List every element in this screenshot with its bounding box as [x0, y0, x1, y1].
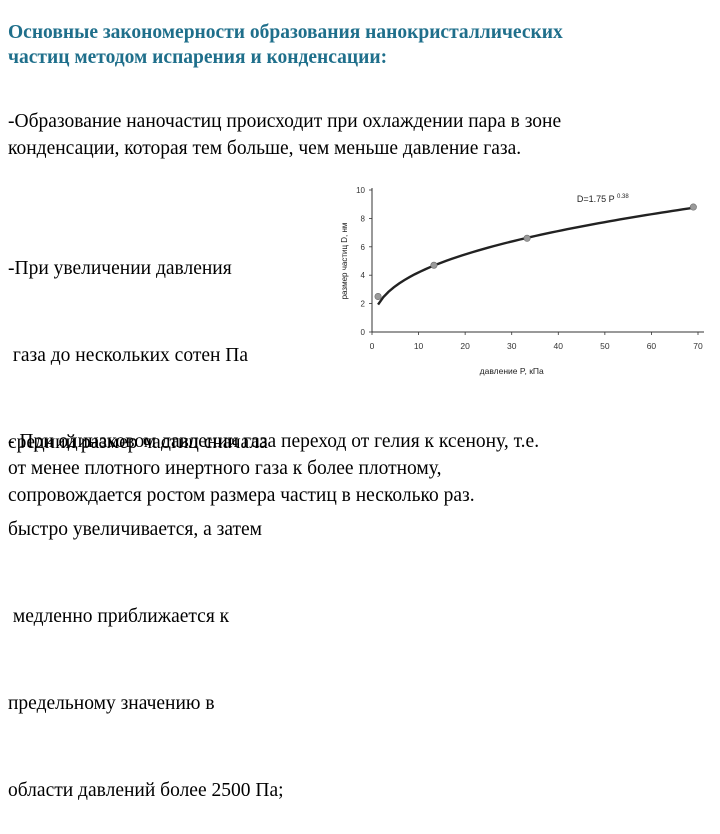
paragraph-2-line-3: средний размер частиц сначала [8, 432, 268, 453]
data-point [430, 261, 438, 269]
y-tick-label: 4 [361, 271, 366, 280]
x-tick-label: 70 [693, 341, 703, 351]
paragraph-2-line-1: -При увеличении давления [8, 258, 232, 279]
y-axis-ticks: 0 2 4 6 8 10 [356, 186, 372, 337]
paragraph-2-line-5: медленно приближается к [8, 606, 230, 627]
particle-size-chart: 0 10 20 30 40 50 60 70 0 2 4 6 8 10 размер частиц D,… [340, 186, 704, 376]
y-tick-label: 8 [361, 214, 366, 223]
y-tick-label: 10 [356, 186, 365, 195]
paragraph-1-line-2: конденсации, которая тем больше, чем мен… [8, 138, 522, 159]
x-tick-label: 20 [460, 341, 470, 351]
paragraph-condensation: -Образование наночастиц происходит при о… [8, 108, 561, 162]
x-tick-label: 50 [600, 341, 610, 351]
formula-base: D=1.75 P [577, 194, 615, 204]
y-axis-label: размер частиц D, нм [340, 223, 349, 300]
slide-title: Основные закономерности образования нано… [8, 20, 708, 70]
paragraph-3-line-1: - При одинаковом давлении газа переход о… [8, 431, 540, 452]
formula-exponent: 0.38 [617, 194, 629, 200]
paragraph-3-line-3: сопровождается ростом размера частиц в н… [8, 485, 475, 506]
x-axis-label: давление P, кПа [480, 366, 544, 376]
chart-axes [371, 188, 704, 333]
paragraph-pressure: -При увеличении давления газа до несколь… [8, 196, 284, 834]
formula-annotation: D=1.75 P 0.38 [577, 194, 629, 204]
y-tick-label: 6 [361, 243, 366, 252]
data-point [374, 293, 382, 301]
x-tick-label: 10 [414, 341, 424, 351]
x-tick-label: 0 [370, 341, 375, 351]
paragraph-2-line-7: области давлений более 2500 Па; [8, 780, 284, 801]
title-line-1: Основные закономерности образования нано… [8, 22, 563, 43]
paragraph-1-line-1: -Образование наночастиц происходит при о… [8, 111, 562, 132]
data-points [374, 203, 697, 301]
x-tick-label: 60 [647, 341, 657, 351]
data-point [523, 234, 531, 242]
x-tick-label: 40 [554, 341, 564, 351]
title-line-2: частиц методом испарения и конденсации: [8, 47, 388, 68]
y-tick-label: 0 [361, 328, 366, 337]
data-point [689, 203, 697, 211]
x-axis-ticks: 0 10 20 30 40 50 60 70 [370, 332, 703, 351]
paragraph-2-line-4: быстро увеличивается, а затем [8, 519, 263, 540]
fit-curve [377, 206, 694, 306]
paragraph-2-line-6: предельному значению в [8, 693, 215, 714]
y-tick-label: 2 [361, 300, 366, 309]
paragraph-gas-type: - При одинаковом давлении газа переход о… [8, 428, 539, 509]
paragraph-2-line-2: газа до нескольких сотен Па [8, 345, 249, 366]
paragraph-3-line-2: от менее плотного инертного газа к более… [8, 458, 442, 479]
x-tick-label: 30 [507, 341, 517, 351]
